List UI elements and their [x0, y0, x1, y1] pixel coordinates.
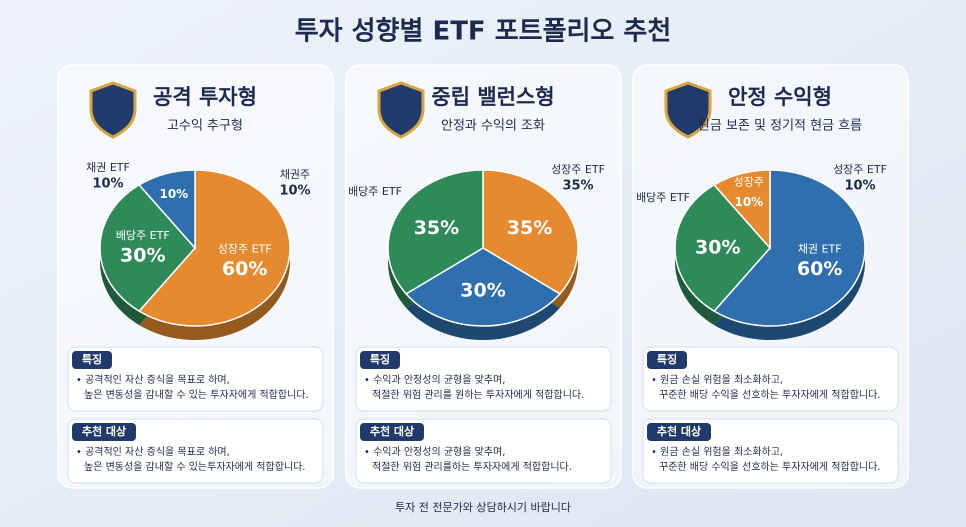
- info-line: • 공격적인 자산 증식을 목표로 하며,: [76, 373, 230, 386]
- card-subtitle: 안정과 수익의 조화: [441, 119, 545, 134]
- info-line: 높은 변동성을 감내할 수 있는투자자에게 적합합니다.: [84, 461, 305, 473]
- info-heading: 특징: [370, 352, 390, 366]
- pie-slice: [712, 169, 771, 250]
- slice-value-label: 10%: [159, 187, 188, 201]
- pie-slice: [482, 169, 579, 295]
- info-heading-pill: [72, 423, 136, 441]
- shield-icon: [89, 81, 137, 139]
- page-title: 투자 성향별 ETF 포트폴리오 추천: [295, 17, 672, 47]
- card-title: 안정 수익형: [728, 85, 832, 109]
- pie-slice: [674, 183, 772, 313]
- pie-slice: [712, 169, 866, 327]
- card-subtitle: 고수익 추구형: [167, 119, 243, 134]
- info-heading: 특징: [82, 352, 102, 366]
- card-title: 중립 밸런스형: [431, 85, 554, 109]
- slice-value-label: 35%: [507, 217, 552, 239]
- shield-icon: [664, 81, 712, 139]
- info-line: • 원금 손실 위험을 최소화하고,: [651, 373, 783, 386]
- slice-value-label: 60%: [797, 258, 842, 280]
- card-subtitle: 원금 보존 및 정기적 현금 흐름: [698, 119, 862, 134]
- callout-value: 35%: [562, 179, 593, 194]
- callout-label: 배당주 ETF: [636, 191, 690, 204]
- info-line: 적절한 위험 관리를 원하는 투자자에게 적합합니다.: [372, 388, 584, 401]
- info-box: [642, 346, 899, 412]
- slice-category: 성장주 ETF: [218, 242, 272, 255]
- info-line: • 원금 손실 위험을 최소화하고,: [651, 445, 783, 458]
- callout-label: 배당주 ETF: [348, 185, 402, 198]
- pie-slice: [99, 183, 197, 313]
- info-line: 적절한 위험 관리를하는 투자자에게 적합합니다.: [372, 460, 572, 473]
- info-heading: 특징: [657, 352, 677, 366]
- pie-slice: [137, 169, 291, 327]
- pie-slice: [404, 247, 562, 327]
- info-heading: 추천 대상: [370, 424, 414, 438]
- info-heading-pill: [360, 351, 400, 369]
- callout-label: 성장주 ETF: [833, 163, 887, 176]
- slice-value-label: 10%: [734, 195, 763, 209]
- card-title: 공격 투자형: [153, 85, 257, 109]
- info-line: 꾸준한 배당 수익을 선호하는 투자자에게 적합합니다.: [659, 460, 880, 473]
- info-line: 꾸준한 배당 수익을 선호하는 투자자에게 적합합니다.: [659, 388, 880, 401]
- slice-value-label: 35%: [414, 217, 459, 239]
- info-line: • 수익과 안정성의 균형을 맞추며,: [364, 446, 505, 458]
- pie-slice: [387, 169, 484, 295]
- info-heading-pill: [647, 423, 711, 441]
- callout-value: 10%: [279, 184, 310, 199]
- callout-value: 10%: [844, 179, 875, 194]
- slice-category: 채권 ETF: [798, 242, 842, 255]
- info-heading-pill: [360, 423, 424, 441]
- info-heading-pill: [647, 351, 687, 369]
- slice-value-label: 30%: [120, 245, 165, 267]
- callout-label: 채권 ETF: [86, 161, 130, 174]
- slice-value-label: 60%: [222, 258, 267, 280]
- pie-slice: [137, 169, 196, 250]
- callout-value: 10%: [92, 177, 123, 192]
- info-heading-pill: [72, 351, 112, 369]
- info-line: • 공격적인 자산 증식을 목표로 하며,: [76, 445, 230, 458]
- slice-value-label: 30%: [460, 279, 505, 301]
- callout-label: 채권주: [280, 168, 310, 181]
- callout-label: 성장주 ETF: [551, 163, 605, 176]
- info-heading: 추천 대상: [657, 424, 701, 438]
- info-box: [355, 346, 612, 412]
- info-heading: 추천 대상: [82, 424, 126, 438]
- info-line: • 수익과 안정성의 균형을 맞추며,: [364, 374, 505, 386]
- footnote: 투자 전 전문가와 상담하시기 바랍니다: [395, 500, 571, 514]
- slice-value-label: 30%: [695, 237, 740, 259]
- slice-category: 배당주 ETF: [116, 229, 170, 242]
- shield-icon: [377, 81, 425, 139]
- info-line: 높은 변동성을 감내할 수 있는 투자자에게 적합합니다.: [84, 389, 309, 401]
- slice-category: 성장주: [734, 176, 764, 189]
- info-box: [67, 346, 324, 412]
